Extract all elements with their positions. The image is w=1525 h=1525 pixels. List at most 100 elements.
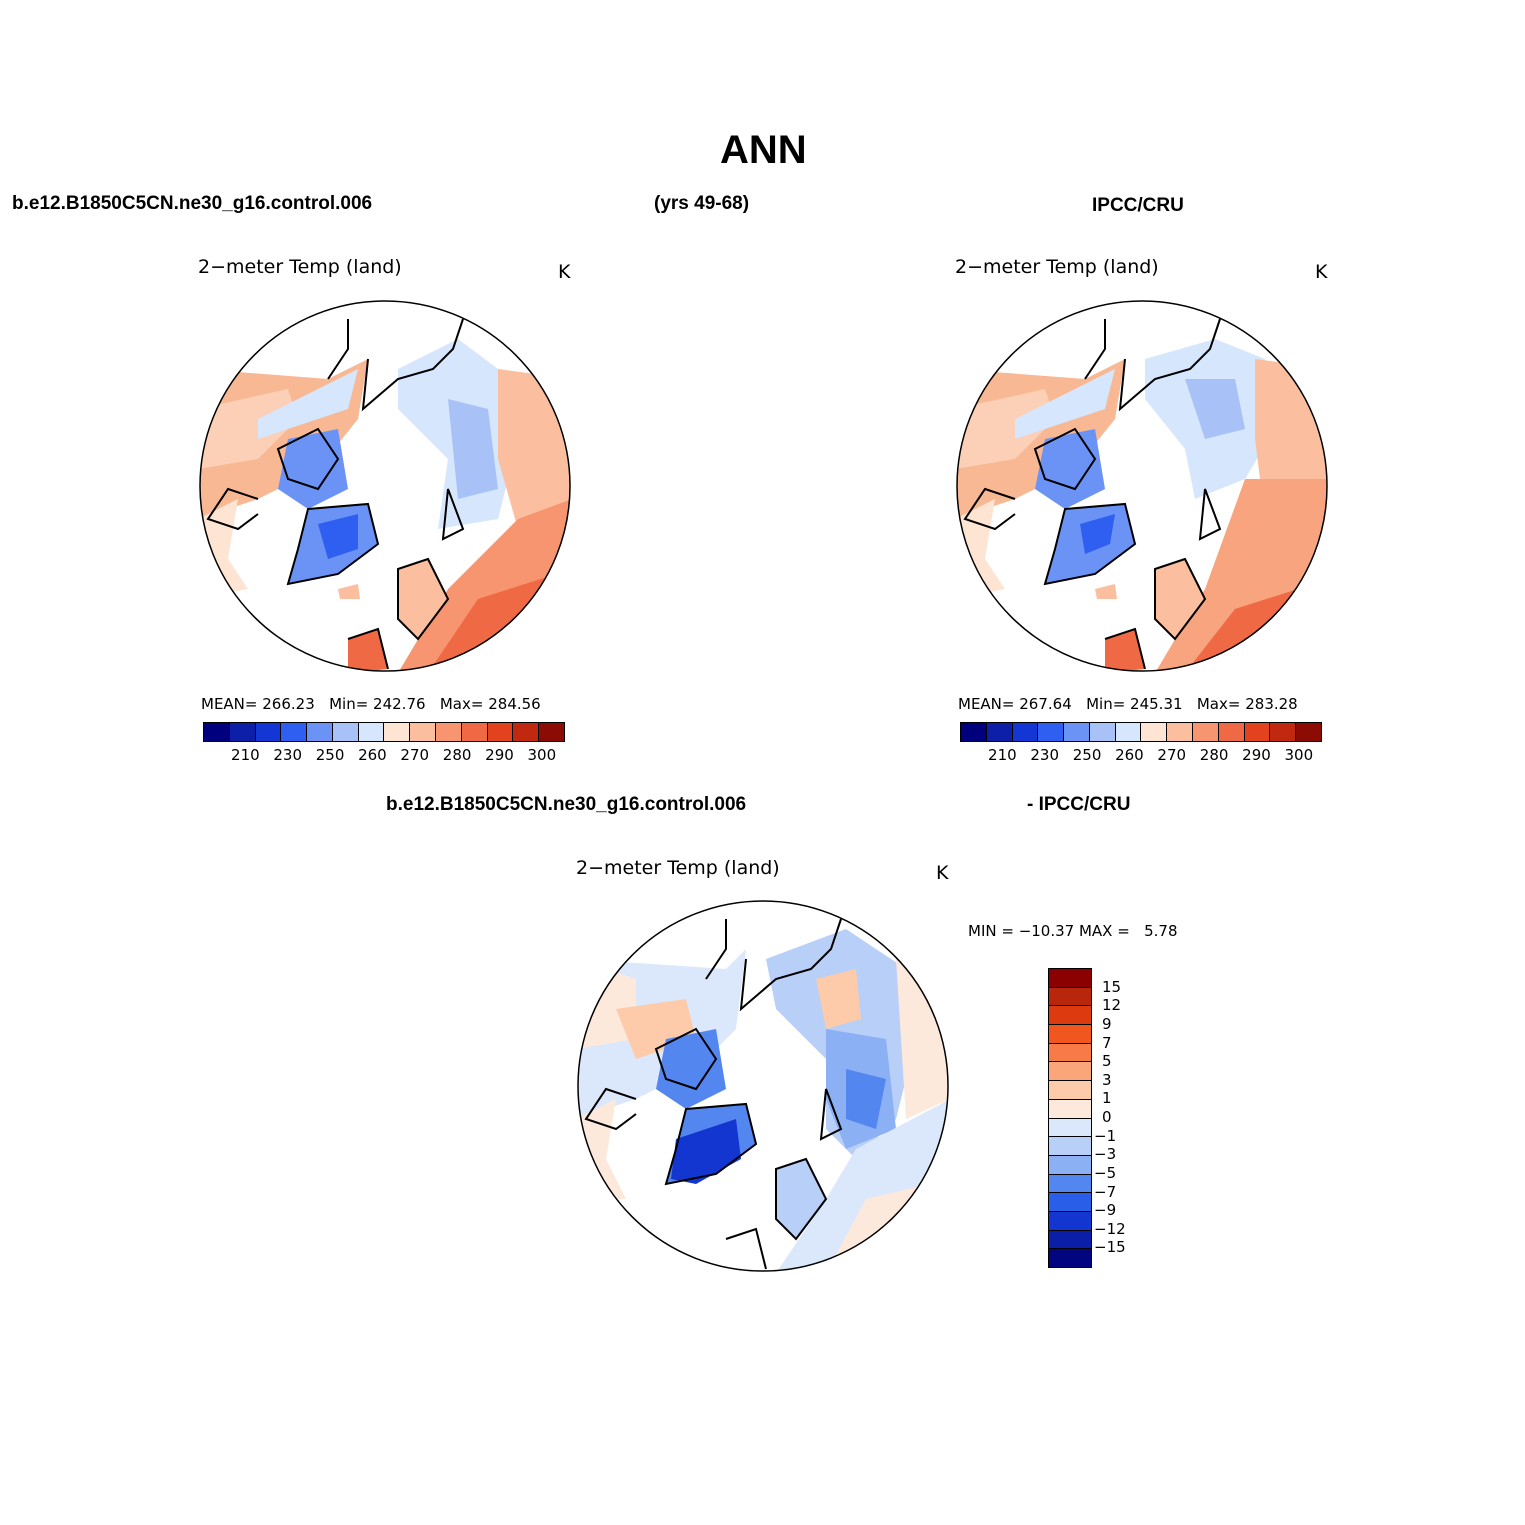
colorbar-swatch	[1115, 723, 1142, 741]
colorbar-swatch	[255, 723, 282, 741]
model-panel-units: K	[558, 261, 571, 283]
colorbar-swatch	[1049, 1137, 1091, 1156]
model-polar-map	[199, 300, 571, 672]
colorbar-swatch	[410, 723, 437, 741]
model-coastlines	[206, 318, 465, 670]
colorbar-swatch	[1049, 1230, 1091, 1250]
colorbar-swatch	[1049, 1043, 1091, 1063]
colorbar-swatch	[1049, 1006, 1091, 1026]
obs-panel-units: K	[1315, 261, 1328, 283]
diff-colorbar	[1048, 968, 1092, 1268]
colorbar-swatch	[1012, 723, 1039, 741]
colorbar-tick-label: 12	[1102, 996, 1122, 1015]
model-max-label: Max=	[439, 695, 484, 713]
colorbar-swatch	[986, 723, 1013, 741]
model-colorbar-ticks: 210 230 250 260 270 280 290 300	[203, 746, 563, 766]
colorbar-swatch	[436, 723, 462, 741]
colorbar-tick-label: 280	[1199, 746, 1229, 764]
diff-case-label: b.e12.B1850C5CN.ne30_g16.control.006	[386, 794, 747, 815]
model-mean-label: MEAN=	[201, 695, 258, 713]
model-min-value: 242.76	[373, 695, 426, 713]
colorbar-swatch	[1193, 723, 1219, 741]
colorbar-tick-label: 270	[1157, 746, 1187, 764]
model-panel-title: 2−meter Temp (land)	[198, 256, 402, 278]
model-map-fill	[200, 301, 570, 671]
model-map-border	[199, 300, 571, 672]
diff-map-border	[577, 900, 949, 1272]
colorbar-swatch	[204, 723, 230, 741]
colorbar-tick-label: 250	[1072, 746, 1102, 764]
colorbar-swatch	[229, 723, 256, 741]
obs-mean-label: MEAN=	[958, 695, 1015, 713]
colorbar-tick-label: 5	[1102, 1052, 1112, 1071]
obs-min-label: Min=	[1086, 695, 1126, 713]
colorbar-swatch	[307, 723, 333, 741]
model-min-label: Min=	[329, 695, 369, 713]
colorbar-swatch	[1167, 723, 1194, 741]
colorbar-tick-label: 250	[315, 746, 345, 764]
colorbar-swatch	[1270, 723, 1297, 741]
obs-max-value: 283.28	[1245, 695, 1298, 713]
colorbar-tick-label: 230	[273, 746, 303, 764]
obs-label: IPCC/CRU	[1092, 195, 1184, 216]
colorbar-swatch	[1244, 723, 1271, 741]
colorbar-tick-label: 260	[358, 746, 387, 764]
colorbar-tick-label: 260	[1115, 746, 1144, 764]
colorbar-swatch	[539, 723, 564, 741]
colorbar-swatch	[281, 723, 308, 741]
colorbar-tick-label: 210	[231, 746, 260, 764]
colorbar-swatch	[1049, 1118, 1091, 1138]
colorbar-tick-label: 290	[1242, 746, 1271, 764]
colorbar-swatch	[1089, 723, 1116, 741]
page-title: ANN	[720, 128, 807, 172]
colorbar-tick-label: 0	[1102, 1108, 1112, 1126]
colorbar-swatch	[961, 723, 987, 741]
model-max-value: 284.56	[488, 695, 541, 713]
diff-polar-map	[577, 900, 949, 1272]
diff-panel-units: K	[936, 862, 949, 884]
diff-stats: MIN = −10.37 MAX = 5.78	[968, 922, 1178, 940]
colorbar-swatch	[487, 723, 514, 741]
obs-panel-title: 2−meter Temp (land)	[955, 256, 1159, 278]
model-mean-value: 266.23	[262, 695, 315, 713]
colorbar-tick-label: −12	[1094, 1219, 1126, 1238]
colorbar-swatch	[1049, 1211, 1091, 1231]
colorbar-tick-label: 300	[527, 746, 557, 764]
colorbar-tick-label: 3	[1102, 1070, 1112, 1089]
colorbar-swatch	[1064, 723, 1090, 741]
colorbar-swatch	[1049, 1062, 1091, 1082]
colorbar-tick-label: −5	[1094, 1163, 1117, 1182]
diff-map-fill	[578, 901, 948, 1271]
obs-polar-map	[956, 300, 1328, 672]
colorbar-tick-label: 300	[1284, 746, 1314, 764]
colorbar-tick-label: 15	[1102, 977, 1122, 996]
obs-coastlines	[963, 318, 1222, 670]
obs-stats: MEAN= 267.64 Min= 245.31 Max= 283.28	[958, 695, 1298, 713]
obs-map-border	[956, 300, 1328, 672]
colorbar-swatch	[1218, 723, 1245, 741]
colorbar-swatch	[1141, 723, 1168, 741]
colorbar-swatch	[1049, 1249, 1091, 1267]
obs-min-value: 245.31	[1130, 695, 1183, 713]
colorbar-swatch	[1049, 1099, 1091, 1119]
colorbar-tick-label: −3	[1094, 1145, 1117, 1164]
colorbar-swatch	[1049, 987, 1091, 1007]
colorbar-swatch	[1049, 1081, 1091, 1100]
colorbar-tick-label: 210	[988, 746, 1017, 764]
colorbar-tick-label: 7	[1102, 1033, 1112, 1052]
obs-mean-value: 267.64	[1019, 695, 1072, 713]
colorbar-tick-label: 1	[1102, 1089, 1112, 1108]
colorbar-tick-label: 270	[400, 746, 430, 764]
obs-colorbar	[960, 722, 1322, 742]
colorbar-tick-label: −9	[1094, 1201, 1117, 1220]
colorbar-tick-label: −1	[1094, 1126, 1117, 1145]
years-label: (yrs 49-68)	[654, 193, 750, 214]
colorbar-swatch	[1049, 1174, 1091, 1194]
colorbar-tick-label: 9	[1102, 1014, 1112, 1033]
colorbar-tick-label: 290	[485, 746, 514, 764]
model-stats: MEAN= 266.23 Min= 242.76 Max= 284.56	[201, 695, 541, 713]
obs-max-label: Max=	[1196, 695, 1241, 713]
colorbar-tick-label: −7	[1094, 1182, 1117, 1201]
obs-colorbar-ticks: 210 230 250 260 270 280 290 300	[960, 746, 1320, 766]
colorbar-swatch	[384, 723, 411, 741]
